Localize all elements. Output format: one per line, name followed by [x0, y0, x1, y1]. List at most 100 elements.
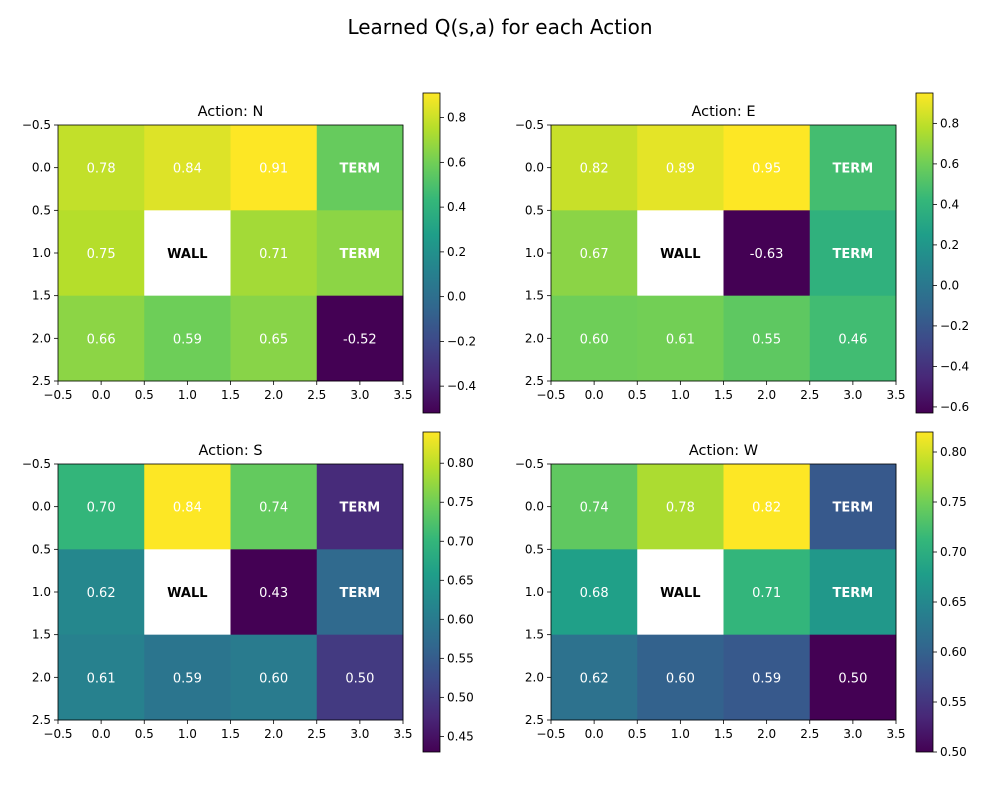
heatmap-cell — [230, 549, 318, 636]
heatmap-cell — [316, 634, 404, 721]
cell-value-label: 0.84 — [173, 162, 202, 177]
x-tick-label: 1.0 — [178, 727, 197, 741]
heatmap-cell — [58, 634, 145, 721]
heatmap-cell — [723, 210, 811, 297]
x-tick-label: 2.5 — [307, 727, 326, 741]
terminal-cell — [809, 125, 897, 211]
y-tick-label: 0.5 — [525, 203, 544, 217]
wall-label: WALL — [660, 247, 700, 262]
colorbar-tick-label: 0.4 — [940, 197, 959, 211]
heatmap-cell — [144, 295, 231, 382]
x-tick-label: 3.0 — [843, 727, 862, 741]
y-tick-label: 2.0 — [32, 670, 51, 684]
cell-value-label: 0.74 — [580, 501, 609, 516]
cell-value-label: 0.71 — [752, 586, 781, 601]
cell-value-label: 0.46 — [838, 332, 867, 347]
y-tick-label: 1.0 — [525, 585, 544, 599]
x-tick-label: 3.5 — [393, 727, 412, 741]
cell-value-label: 0.74 — [259, 501, 288, 516]
cell-value-label: 0.62 — [87, 586, 116, 601]
colorbar-tick-label: 0.8 — [940, 116, 959, 130]
colorbar-tick-label: 0.70 — [940, 545, 967, 559]
heatmap-cell — [723, 295, 811, 382]
colorbar-tick-label: 0.8 — [447, 111, 466, 125]
colorbar — [915, 431, 934, 753]
colorbar-tick-label: 0.0 — [940, 278, 959, 292]
cell-value-label: 0.60 — [259, 671, 288, 686]
x-tick-label: 0.0 — [585, 727, 604, 741]
wall-label: WALL — [167, 586, 207, 601]
terminal-cell — [809, 464, 897, 550]
x-tick-label: 0.5 — [628, 727, 647, 741]
y-tick-label: 1.5 — [32, 289, 51, 303]
x-tick-label: −0.5 — [536, 727, 565, 741]
heatmap-cell — [637, 125, 724, 211]
y-tick-label: −0.5 — [515, 457, 544, 471]
colorbar — [422, 92, 441, 414]
x-tick-label: 2.5 — [800, 388, 819, 402]
terminal-cell — [316, 464, 404, 550]
colorbar-tick-label: 0.55 — [940, 695, 967, 709]
y-tick-label: 0.0 — [525, 500, 544, 514]
heatmap-cell — [551, 210, 638, 297]
x-tick-label: −0.5 — [43, 388, 72, 402]
colorbar — [915, 92, 934, 414]
x-tick-label: 3.0 — [843, 388, 862, 402]
cell-value-label: 0.61 — [666, 332, 695, 347]
cell-value-label: 0.84 — [173, 501, 202, 516]
y-tick-label: 1.5 — [32, 628, 51, 642]
x-tick-label: 0.0 — [92, 727, 111, 741]
colorbar-tick-label: 0.2 — [447, 245, 466, 259]
cell-value-label: 0.61 — [87, 671, 116, 686]
colorbar-tick-label: −0.4 — [447, 379, 476, 393]
heatmap-cell — [144, 634, 231, 721]
x-tick-label: 1.5 — [221, 388, 240, 402]
cell-value-label: 0.82 — [580, 162, 609, 177]
term-label: TERM — [340, 162, 381, 177]
cell-value-label: 0.59 — [173, 332, 202, 347]
cell-value-label: 0.66 — [87, 332, 116, 347]
heatmap-cell — [58, 464, 145, 550]
heatmap-cell — [723, 125, 811, 211]
colorbar-tick-label: −0.6 — [940, 400, 969, 414]
colorbar-tick-label: 0.75 — [940, 495, 967, 509]
x-tick-label: 1.0 — [671, 388, 690, 402]
x-tick-label: 2.0 — [757, 727, 776, 741]
x-tick-label: 3.5 — [886, 727, 905, 741]
wall-cell — [144, 549, 231, 636]
panel-title: Action: E — [691, 104, 755, 120]
wall-cell — [144, 210, 231, 297]
cell-value-label: -0.63 — [750, 247, 784, 262]
colorbar-tick-label: 0.80 — [940, 445, 967, 459]
x-tick-label: 3.5 — [393, 388, 412, 402]
colorbar-tick-label: 0.80 — [447, 456, 474, 470]
heatmap-panel-2: Action: S 0.70 0.84 0.74 TERM 0.62 WALL 0.43 TER… — [22, 431, 474, 753]
x-tick-label: 1.0 — [178, 388, 197, 402]
y-tick-label: 2.5 — [32, 713, 51, 727]
x-tick-label: 1.5 — [714, 388, 733, 402]
cell-value-label: 0.50 — [838, 671, 867, 686]
y-tick-label: 1.0 — [32, 585, 51, 599]
colorbar-tick-label: 0.60 — [940, 645, 967, 659]
colorbar-tick-label: 0.70 — [447, 534, 474, 548]
cell-value-label: 0.62 — [580, 671, 609, 686]
y-tick-label: 1.0 — [32, 246, 51, 260]
x-tick-label: 0.0 — [585, 388, 604, 402]
cell-value-label: 0.60 — [666, 671, 695, 686]
x-tick-label: 3.5 — [886, 388, 905, 402]
colorbar-tick-label: 0.2 — [940, 238, 959, 252]
y-tick-label: 2.0 — [525, 670, 544, 684]
cell-value-label: 0.59 — [752, 671, 781, 686]
panel-title: Action: W — [689, 443, 758, 459]
x-tick-label: 2.0 — [264, 388, 283, 402]
heatmap-cell — [58, 210, 145, 297]
cell-value-label: 0.89 — [666, 162, 695, 177]
y-tick-label: 0.5 — [32, 203, 51, 217]
x-tick-label: 0.0 — [92, 388, 111, 402]
figure-title: Learned Q(s,a) for each Action — [347, 15, 652, 39]
heatmap-cell — [230, 464, 318, 550]
heatmap-cell — [637, 295, 724, 382]
heatmap-cell — [316, 295, 404, 382]
y-tick-label: 2.5 — [525, 713, 544, 727]
